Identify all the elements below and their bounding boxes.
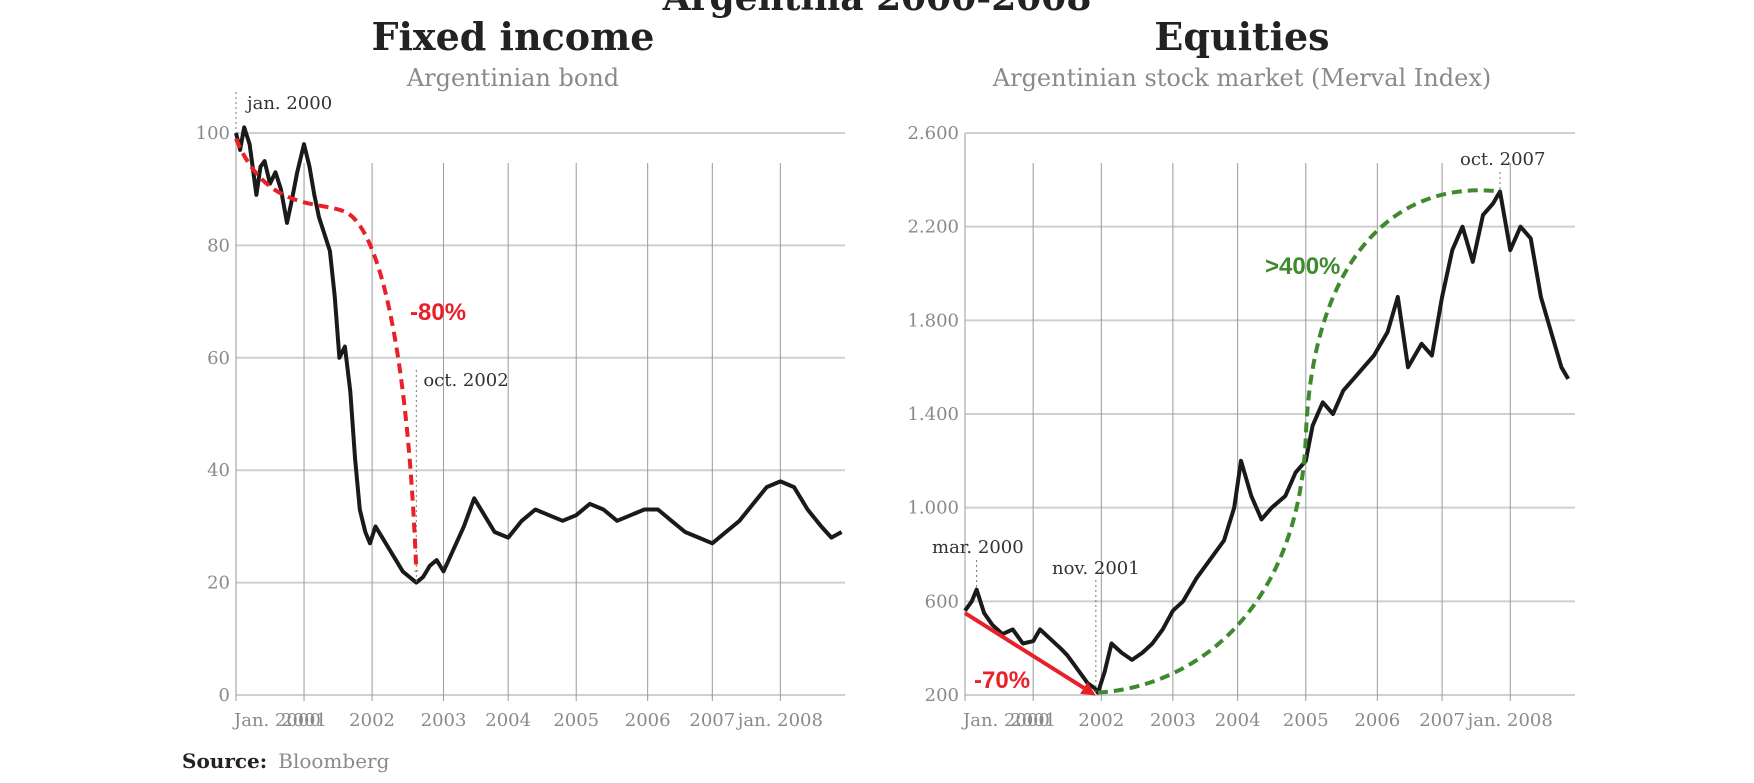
growth-curve bbox=[1097, 188, 1501, 695]
y-tick-label: 100 bbox=[196, 123, 230, 144]
source-line: Source: Bloomberg bbox=[182, 749, 390, 773]
annotation-label: mar. 2000 bbox=[932, 537, 1024, 558]
equities-subtitle: Argentinian stock market (Merval Index) bbox=[992, 64, 1491, 92]
decline-curve bbox=[234, 137, 419, 572]
y-tick-label: 2.200 bbox=[907, 217, 959, 238]
x-tick-label: 2004 bbox=[1215, 710, 1261, 731]
x-tick-label: 2002 bbox=[349, 710, 395, 731]
y-tick-label: 40 bbox=[207, 460, 230, 481]
decline-arrow-shaft bbox=[963, 611, 1085, 690]
y-tick-label: 0 bbox=[219, 685, 230, 706]
growth-percent-label: >400% bbox=[1265, 253, 1340, 280]
x-tick-label: jan. 2008 bbox=[736, 710, 823, 731]
fixed-income-panel: Fixed income Argentinian bond jan. 2000 o… bbox=[196, 14, 845, 731]
annotation-label: nov. 2001 bbox=[1052, 558, 1140, 579]
annotation-label: jan. 2000 bbox=[245, 93, 332, 114]
source-label: Source: bbox=[182, 749, 267, 773]
x-tick-label: 2004 bbox=[485, 710, 531, 731]
fixed-income-title: Fixed income bbox=[372, 14, 655, 59]
equities-title: Equities bbox=[1154, 14, 1329, 59]
y-tick-label: 1.400 bbox=[907, 404, 959, 425]
x-tick-label: 2006 bbox=[1354, 710, 1400, 731]
series-line bbox=[963, 189, 1570, 695]
y-tick-label: 1.000 bbox=[907, 498, 959, 519]
x-tick-label: Jan. 2000 bbox=[961, 710, 1050, 731]
x-tick-label: jan. 2008 bbox=[1466, 710, 1553, 731]
source-text: Bloomberg bbox=[278, 749, 389, 773]
x-tick-label: 2005 bbox=[553, 710, 599, 731]
decline-arrow-head bbox=[1080, 682, 1096, 696]
x-tick-label: 2007 bbox=[689, 710, 735, 731]
x-tick-label: 2003 bbox=[421, 710, 467, 731]
x-tick-label: 2001 bbox=[1010, 710, 1056, 731]
equities-panel: Equities Argentinian stock market (Merva… bbox=[907, 14, 1575, 731]
y-tick-label: 20 bbox=[207, 573, 230, 594]
x-tick-label: 2005 bbox=[1283, 710, 1329, 731]
series-line bbox=[234, 125, 843, 585]
decline-percent-label: -80% bbox=[410, 299, 466, 326]
y-tick-label: 1.800 bbox=[907, 310, 959, 331]
x-tick-label: Jan. 2000 bbox=[232, 710, 321, 731]
x-tick-label: 2006 bbox=[625, 710, 671, 731]
page-title: Argentina 2000-2008 bbox=[662, 0, 1092, 19]
x-tick-label: 2001 bbox=[281, 710, 327, 731]
y-tick-label: 2.600 bbox=[907, 123, 959, 144]
y-tick-label: 60 bbox=[207, 348, 230, 369]
fixed-income-subtitle: Argentinian bond bbox=[406, 64, 619, 92]
x-tick-label: 2003 bbox=[1150, 710, 1196, 731]
y-tick-label: 80 bbox=[207, 235, 230, 256]
annotation-label: oct. 2002 bbox=[423, 370, 508, 391]
x-tick-label: 2002 bbox=[1078, 710, 1124, 731]
y-tick-label: 200 bbox=[925, 685, 959, 706]
annotation-label: oct. 2007 bbox=[1460, 149, 1545, 170]
x-tick-label: 2007 bbox=[1419, 710, 1465, 731]
decline-percent-label: -70% bbox=[974, 667, 1030, 694]
y-tick-label: 600 bbox=[925, 591, 959, 612]
